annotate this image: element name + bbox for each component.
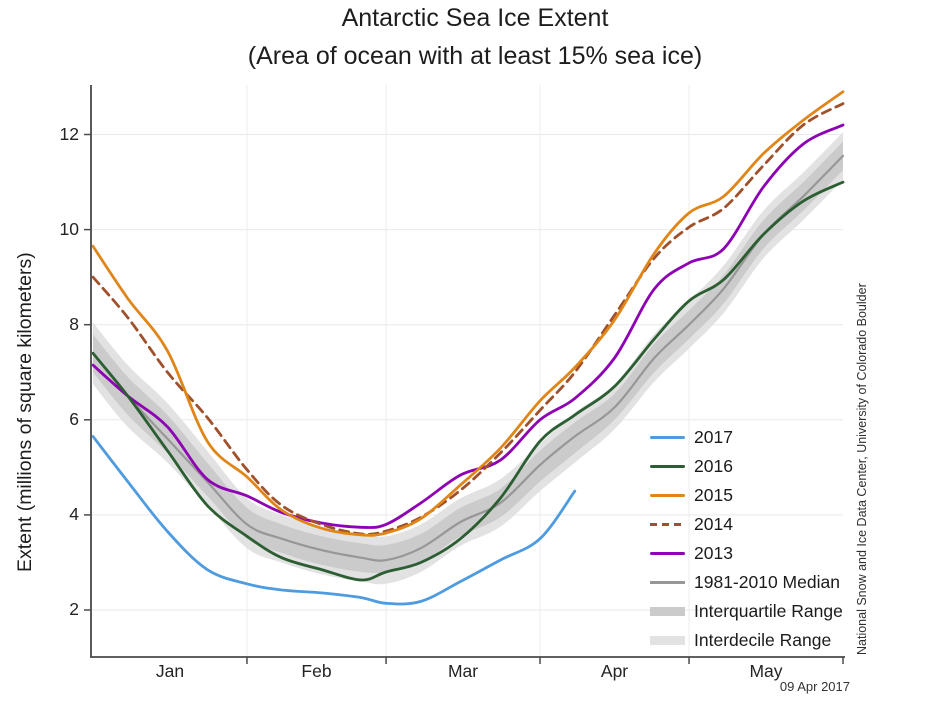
- legend-label: 2016: [694, 456, 733, 476]
- legend-swatch: [650, 464, 685, 469]
- line-1981-2010-median[interactable]: [91, 154, 845, 562]
- legend-label: Interdecile Range: [694, 630, 832, 650]
- y-tick-label-12: 12: [59, 123, 79, 144]
- date-stamp: 09 Apr 2017: [779, 679, 850, 694]
- y-tick-label-10: 10: [59, 218, 79, 239]
- legend-item-2014[interactable]: 2014: [650, 510, 843, 539]
- legend-label: 2017: [694, 427, 733, 447]
- legend-item-2017[interactable]: 2017: [650, 423, 843, 452]
- legend-swatch: [650, 522, 685, 527]
- y-tick-label-4: 4: [69, 503, 79, 524]
- legend-label: 2013: [694, 543, 733, 563]
- x-tick-label-apr: Apr: [600, 661, 629, 681]
- y-tick-label-2: 2: [69, 599, 79, 619]
- y-tick-label-6: 6: [69, 408, 79, 429]
- x-tick-label-may: May: [749, 661, 783, 681]
- legend-item-2016[interactable]: 2016: [650, 452, 843, 481]
- line-2014[interactable]: [91, 102, 845, 536]
- line-2017[interactable]: [91, 435, 577, 606]
- line-2016[interactable]: [91, 180, 845, 582]
- legend-item-2013[interactable]: 2013: [650, 539, 843, 568]
- series-layer[interactable]: [91, 90, 845, 606]
- y-tick-label-8: 8: [69, 313, 79, 334]
- axes: [84, 85, 845, 664]
- legend-label: 1981-2010 Median: [694, 572, 840, 592]
- x-tick-label-jan: Jan: [155, 661, 185, 681]
- line-2015[interactable]: [91, 90, 845, 537]
- legend-label: Interquartile Range: [694, 601, 843, 621]
- chart-title: Antarctic Sea Ice Extent: [341, 4, 609, 32]
- line-2013[interactable]: [91, 123, 845, 529]
- legend-item-2015[interactable]: 2015: [650, 481, 843, 510]
- legend-item-1981-2010-median[interactable]: 1981-2010 Median: [650, 568, 843, 597]
- chart-subtitle: (Area of ocean with at least 15% sea ice…: [247, 42, 703, 70]
- x-tick-label-mar: Mar: [447, 661, 479, 681]
- x-tick-label-feb: Feb: [301, 661, 332, 681]
- legend-swatch: [650, 435, 685, 440]
- legend-item-interquartile-range[interactable]: Interquartile Range: [650, 597, 843, 626]
- legend-swatch: [650, 551, 685, 556]
- legend-label: 2014: [694, 514, 733, 534]
- legend-label: 2015: [694, 485, 733, 505]
- legend-item-interdecile-range[interactable]: Interdecile Range: [650, 626, 843, 655]
- legend-swatch: [650, 636, 685, 645]
- legend-swatch: [650, 493, 685, 498]
- legend-swatch: [650, 607, 685, 616]
- legend: 2017 2016 2015 2014 2013 1981-2010 Median Inte…: [650, 423, 843, 655]
- attribution-text: National Snow and Ice Data Center, Unive…: [855, 283, 869, 655]
- legend-swatch: [650, 581, 685, 584]
